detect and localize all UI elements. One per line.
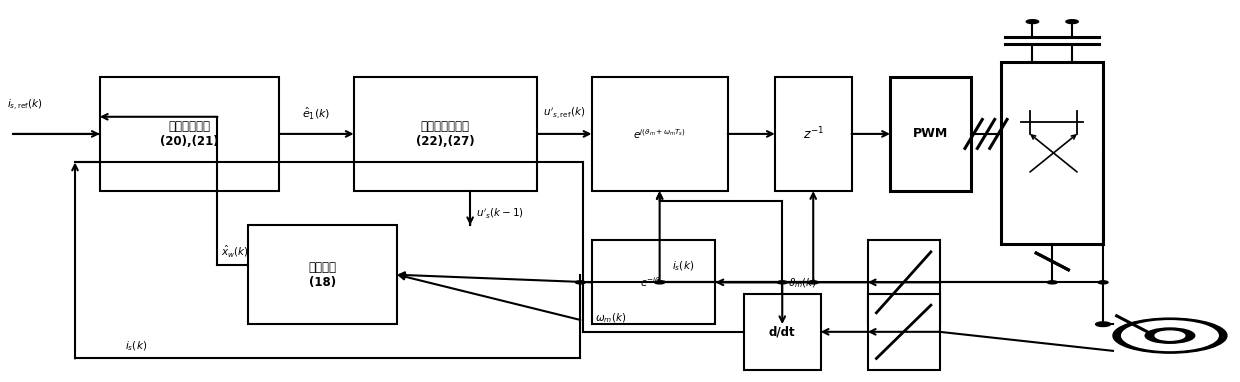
Circle shape bbox=[1099, 281, 1109, 284]
Circle shape bbox=[1114, 318, 1226, 353]
Bar bbox=[591, 241, 715, 324]
Text: 系统行为预测
(20),(21): 系统行为预测 (20),(21) bbox=[160, 120, 219, 148]
Text: $\hat{e}_1(k)$: $\hat{e}_1(k)$ bbox=[303, 105, 331, 121]
Circle shape bbox=[1156, 331, 1184, 340]
Text: $\vartheta_m(k)$: $\vartheta_m(k)$ bbox=[789, 276, 817, 290]
Text: $e^{-j\vartheta_m}$: $e^{-j\vartheta_m}$ bbox=[640, 275, 666, 289]
Circle shape bbox=[1146, 328, 1194, 343]
Bar bbox=[99, 77, 279, 191]
Bar bbox=[744, 294, 821, 370]
Circle shape bbox=[1096, 322, 1111, 327]
Text: $i_{s,\mathrm{ref}}(k)$: $i_{s,\mathrm{ref}}(k)$ bbox=[7, 98, 42, 113]
Circle shape bbox=[655, 281, 665, 284]
Text: $e^{j(\vartheta_m+\omega_m T_s)}$: $e^{j(\vartheta_m+\omega_m T_s)}$ bbox=[634, 127, 686, 141]
Circle shape bbox=[1066, 20, 1079, 24]
Bar bbox=[868, 241, 940, 324]
Text: PWM: PWM bbox=[913, 128, 947, 141]
Text: 状态观测
(18): 状态观测 (18) bbox=[309, 261, 337, 289]
Text: $u'_s(k-1)$: $u'_s(k-1)$ bbox=[476, 206, 525, 220]
Bar bbox=[248, 225, 397, 324]
Circle shape bbox=[777, 281, 787, 284]
Bar bbox=[890, 77, 971, 191]
Text: d/dt: d/dt bbox=[769, 325, 796, 338]
Text: $i_s(k)$: $i_s(k)$ bbox=[672, 259, 694, 273]
Bar bbox=[775, 77, 852, 191]
Text: $\omega_m(k)$: $\omega_m(k)$ bbox=[595, 311, 626, 325]
Text: 预测谐振控制器
(22),(27): 预测谐振控制器 (22),(27) bbox=[417, 120, 475, 148]
Circle shape bbox=[575, 281, 585, 284]
Text: $z^{-1}$: $z^{-1}$ bbox=[802, 126, 823, 142]
Circle shape bbox=[1122, 321, 1218, 350]
Bar bbox=[591, 77, 728, 191]
Bar bbox=[353, 77, 537, 191]
Circle shape bbox=[1048, 281, 1058, 284]
Circle shape bbox=[808, 281, 818, 284]
Circle shape bbox=[1027, 20, 1039, 24]
Text: $u'_{s,\mathrm{ref}}(k)$: $u'_{s,\mathrm{ref}}(k)$ bbox=[543, 105, 585, 121]
Bar bbox=[1002, 62, 1104, 244]
Bar bbox=[868, 294, 940, 370]
Text: $\hat{x}_w(k)$: $\hat{x}_w(k)$ bbox=[221, 243, 249, 259]
Text: $i_s(k)$: $i_s(k)$ bbox=[124, 339, 146, 353]
